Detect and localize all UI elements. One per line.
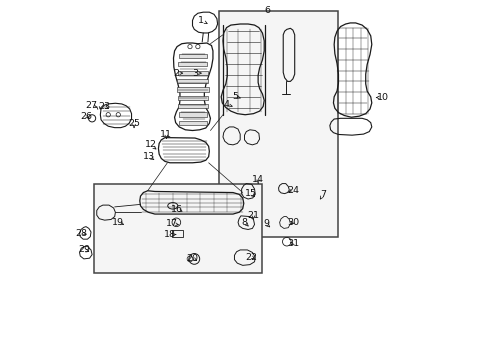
Text: 17: 17: [166, 219, 178, 228]
FancyBboxPatch shape: [219, 12, 337, 237]
Text: 20: 20: [186, 254, 198, 263]
Text: 8: 8: [241, 218, 247, 227]
Polygon shape: [179, 54, 206, 58]
Text: 22: 22: [245, 253, 257, 262]
Polygon shape: [178, 71, 207, 75]
Text: 24: 24: [286, 185, 298, 194]
Text: 12: 12: [144, 140, 156, 149]
Text: 7: 7: [320, 190, 325, 199]
Polygon shape: [177, 87, 208, 91]
Polygon shape: [177, 96, 207, 100]
Text: 9: 9: [263, 219, 268, 228]
Text: 28: 28: [75, 229, 87, 238]
Text: 3: 3: [192, 69, 198, 78]
Text: 10: 10: [376, 93, 388, 102]
Text: 5: 5: [232, 92, 238, 101]
Text: 21: 21: [247, 211, 259, 220]
FancyBboxPatch shape: [94, 184, 262, 273]
Polygon shape: [179, 121, 206, 125]
Text: 19: 19: [112, 218, 124, 227]
Text: 26: 26: [80, 112, 92, 121]
Text: 30: 30: [286, 218, 298, 227]
Polygon shape: [178, 62, 207, 67]
Text: 15: 15: [244, 189, 256, 198]
Text: 16: 16: [171, 205, 183, 214]
Polygon shape: [178, 104, 207, 108]
Text: 2: 2: [173, 69, 179, 78]
Text: 6: 6: [264, 6, 270, 15]
Text: 1: 1: [197, 16, 203, 25]
Text: 11: 11: [160, 130, 172, 139]
Text: 23: 23: [98, 102, 110, 111]
Text: 13: 13: [143, 152, 155, 161]
Text: 25: 25: [128, 119, 140, 128]
Text: 31: 31: [286, 239, 298, 248]
Polygon shape: [177, 79, 208, 83]
Polygon shape: [178, 112, 207, 117]
Text: 29: 29: [78, 246, 90, 255]
Text: 4: 4: [223, 100, 229, 109]
Text: 18: 18: [163, 230, 176, 239]
Text: 27: 27: [85, 101, 97, 110]
Text: 14: 14: [252, 175, 264, 184]
